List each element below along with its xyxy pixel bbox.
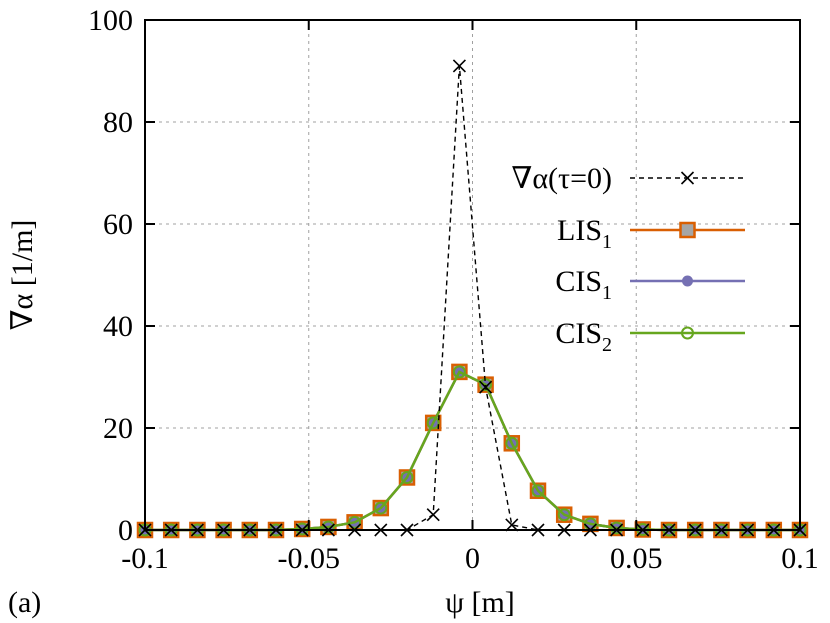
legend-label: CIS2 <box>555 317 612 356</box>
data-point-open-circle <box>557 508 571 522</box>
series-0 <box>138 59 807 537</box>
legend-label-main: CIS <box>555 317 602 350</box>
y-tick-label: 100 <box>88 4 133 37</box>
y-tick-label: 60 <box>103 208 133 241</box>
data-point-open-circle <box>610 521 624 535</box>
legend-label-main: CIS <box>555 265 602 298</box>
legend-entry: LIS1 <box>557 214 745 253</box>
legend-label-subscript: 1 <box>602 231 612 253</box>
data-point-open-circle <box>531 484 545 498</box>
legend-label: ∇α(τ=0) <box>511 162 612 195</box>
data-point-filled-circle <box>682 275 693 287</box>
data-point-open-circle <box>348 515 362 529</box>
data-point-open-circle <box>426 416 440 430</box>
legend-entry: CIS1 <box>555 265 745 304</box>
series-line <box>145 370 800 532</box>
series-line <box>145 65 800 531</box>
y-axis-label: ∇α [1/m] <box>6 220 39 331</box>
plot-series <box>136 59 809 539</box>
legend-label-subscript: 1 <box>602 282 612 304</box>
data-point-cross <box>426 508 440 522</box>
panel-label: (a) <box>8 586 41 619</box>
data-point-open-circle <box>374 501 388 515</box>
cross-stroke <box>426 508 440 522</box>
x-tick-label: -0.1 <box>121 542 169 575</box>
data-point-cross <box>452 59 466 73</box>
data-point-cross <box>479 380 493 394</box>
y-tick-label: 80 <box>103 106 133 139</box>
x-tick-label: 0.1 <box>781 542 819 575</box>
legend-entry: CIS2 <box>555 317 745 356</box>
data-point-open-circle <box>400 470 414 484</box>
data-point-open-circle <box>681 326 694 340</box>
x-tick-label: 0 <box>465 542 480 575</box>
data-point-open-circle <box>321 520 335 534</box>
data-point-cross <box>680 171 695 185</box>
x-tick-label: -0.05 <box>278 542 341 575</box>
cross-stroke <box>479 380 493 394</box>
legend-label-main: ∇α(τ=0) <box>511 162 612 195</box>
data-point-cross <box>505 518 519 532</box>
legend-label: CIS1 <box>555 265 612 304</box>
legend-label-main: LIS <box>557 214 602 247</box>
legend-label: LIS1 <box>557 214 612 253</box>
data-point-square <box>679 221 696 239</box>
cross-stroke <box>680 171 695 185</box>
grid-lines <box>145 20 800 530</box>
cross-stroke <box>505 518 519 532</box>
y-tick-label: 0 <box>118 514 133 547</box>
series-line <box>145 370 800 532</box>
y-tick-label: 40 <box>103 310 133 343</box>
y-tick-label: 20 <box>103 412 133 445</box>
x-axis-label: ψ [m] <box>445 586 515 619</box>
data-point-open-circle <box>452 365 466 379</box>
series-line <box>145 370 800 532</box>
axis-ticks: -0.1 -0.05 0 0.05 0.1 0 20 40 60 80 100 <box>88 4 819 575</box>
x-tick-label: 0.05 <box>610 542 663 575</box>
cross-stroke <box>452 59 466 73</box>
data-point-open-circle <box>505 436 519 450</box>
legend-entry: ∇α(τ=0) <box>511 162 745 195</box>
data-point-open-circle <box>295 522 309 536</box>
legend-label-subscript: 2 <box>602 334 612 356</box>
